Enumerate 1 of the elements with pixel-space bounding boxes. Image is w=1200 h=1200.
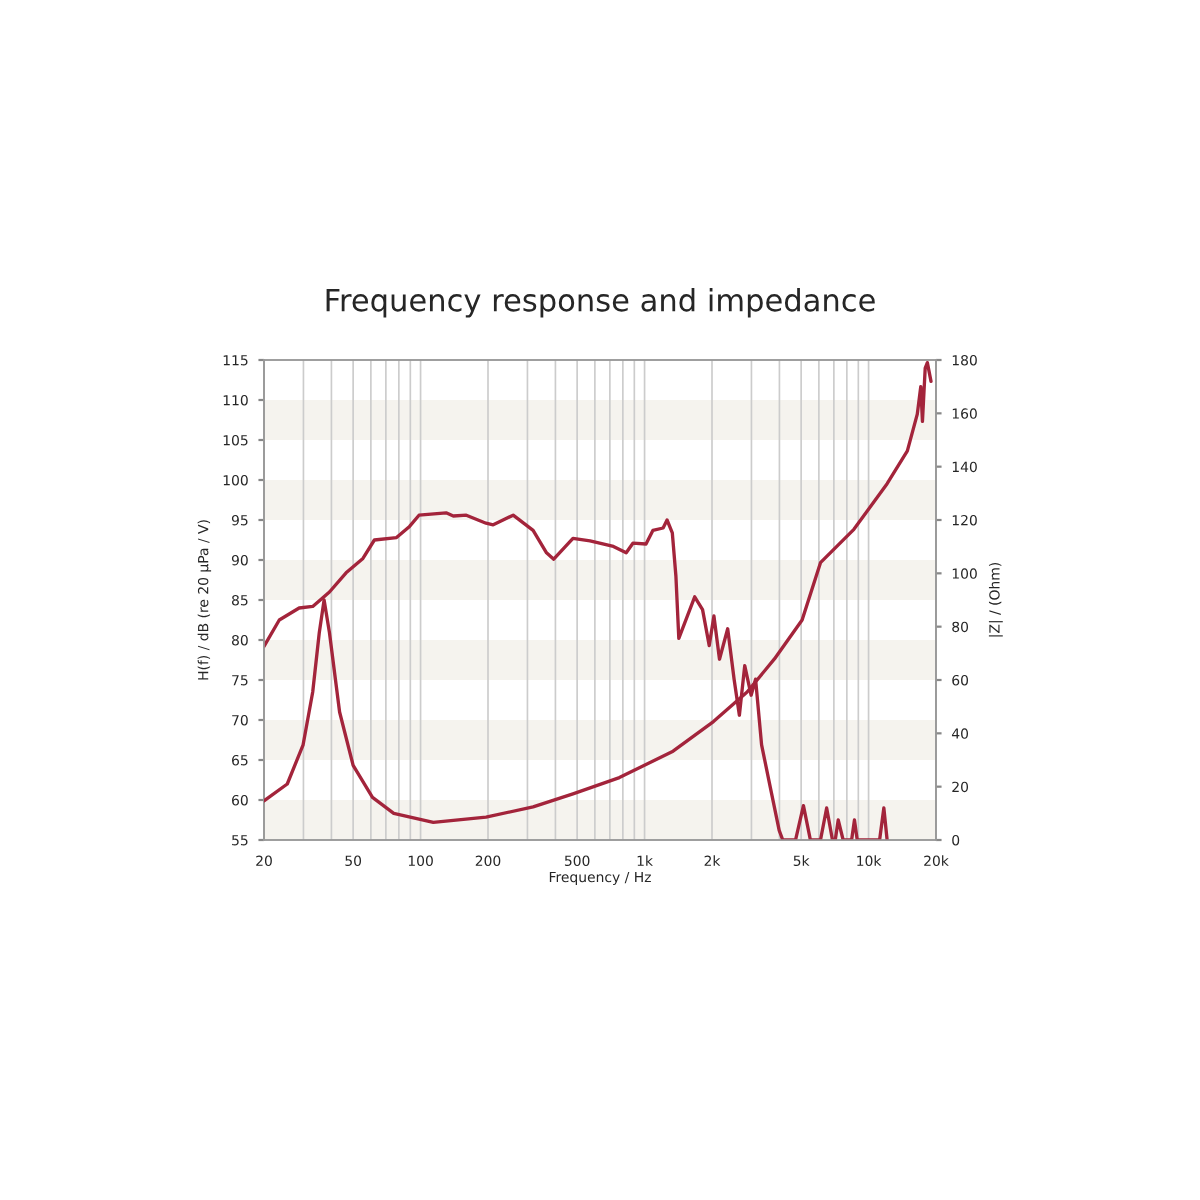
chart-title: Frequency response and impedance bbox=[326, 288, 875, 318]
